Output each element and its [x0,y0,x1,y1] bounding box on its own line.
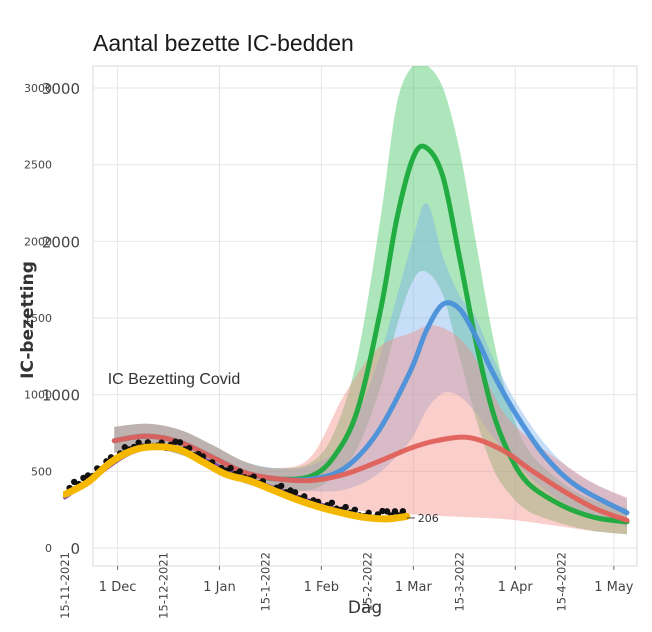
observed-point [328,499,336,506]
lines [63,143,630,525]
x-tick-label: 1 May [594,580,634,595]
y-tick-label: 1000 [24,389,52,402]
observed-point [351,506,359,514]
observed-point [236,468,244,475]
observed-point [391,508,399,515]
grid [93,66,637,566]
series-line-3 [111,433,630,523]
y-tick-label: 1500 [24,312,52,325]
ticks: 0 500 1000 1500 2000 2500 3000 0 1000 2000 3000 1 D… [24,80,634,619]
x-tick-label: 1 Apr [498,580,534,595]
x-tick-date-label: 15-11-2021 [58,552,72,619]
observed-point [291,489,299,496]
confidence-band-2 [114,202,628,527]
observed-point [227,464,234,472]
x-tick-label: 1 Dec [99,580,137,595]
observed-point [278,482,285,490]
y-tick-label: 500 [31,465,52,478]
x-tick-label: 1 Feb [304,580,339,595]
observed-point [379,507,386,515]
confidence-band-1 [114,66,627,535]
x-tick-date-label: 15-4-2022 [554,552,568,612]
y-tick-label-overlay: 1000 [42,387,80,405]
annotations: IC Bezetting Covid 206 [108,371,439,525]
y-tick-label: 3000 [24,82,52,95]
observed-point [383,508,391,515]
y-axis-label: IC-bezetting [18,261,38,379]
observed-point [176,439,184,446]
y-tick-label-overlay: 2000 [42,233,80,251]
annotation-ic-bezetting-covid: IC Bezetting Covid [108,371,241,388]
y-tick-label-overlay: 3000 [42,80,80,98]
observed-point [342,503,349,511]
x-axis-label: Dag [348,598,382,618]
chart-title: Aantal bezette IC-bedden [93,30,354,56]
y-tick-label: 2500 [24,159,52,172]
x-tick-date-label: 15-3-2022 [452,552,466,612]
x-tick-label: 1 Mar [395,580,433,595]
series-line-5 [63,443,411,523]
observed-point [399,508,407,515]
annotation-latest-value: 206 [418,512,439,525]
x-tick-date-label: 15-1-2022 [258,552,272,612]
x-tick-date-label: 15-2-2022 [360,552,374,612]
x-tick-date-label: 15-12-2021 [157,552,171,619]
y-tick-label: 2000 [24,235,52,248]
y-tick-label-overlay: 0 [70,540,80,558]
y-tick-label: 0 [45,542,52,555]
observed-point [135,439,142,446]
x-tick-label: 1 Jan [203,580,235,595]
